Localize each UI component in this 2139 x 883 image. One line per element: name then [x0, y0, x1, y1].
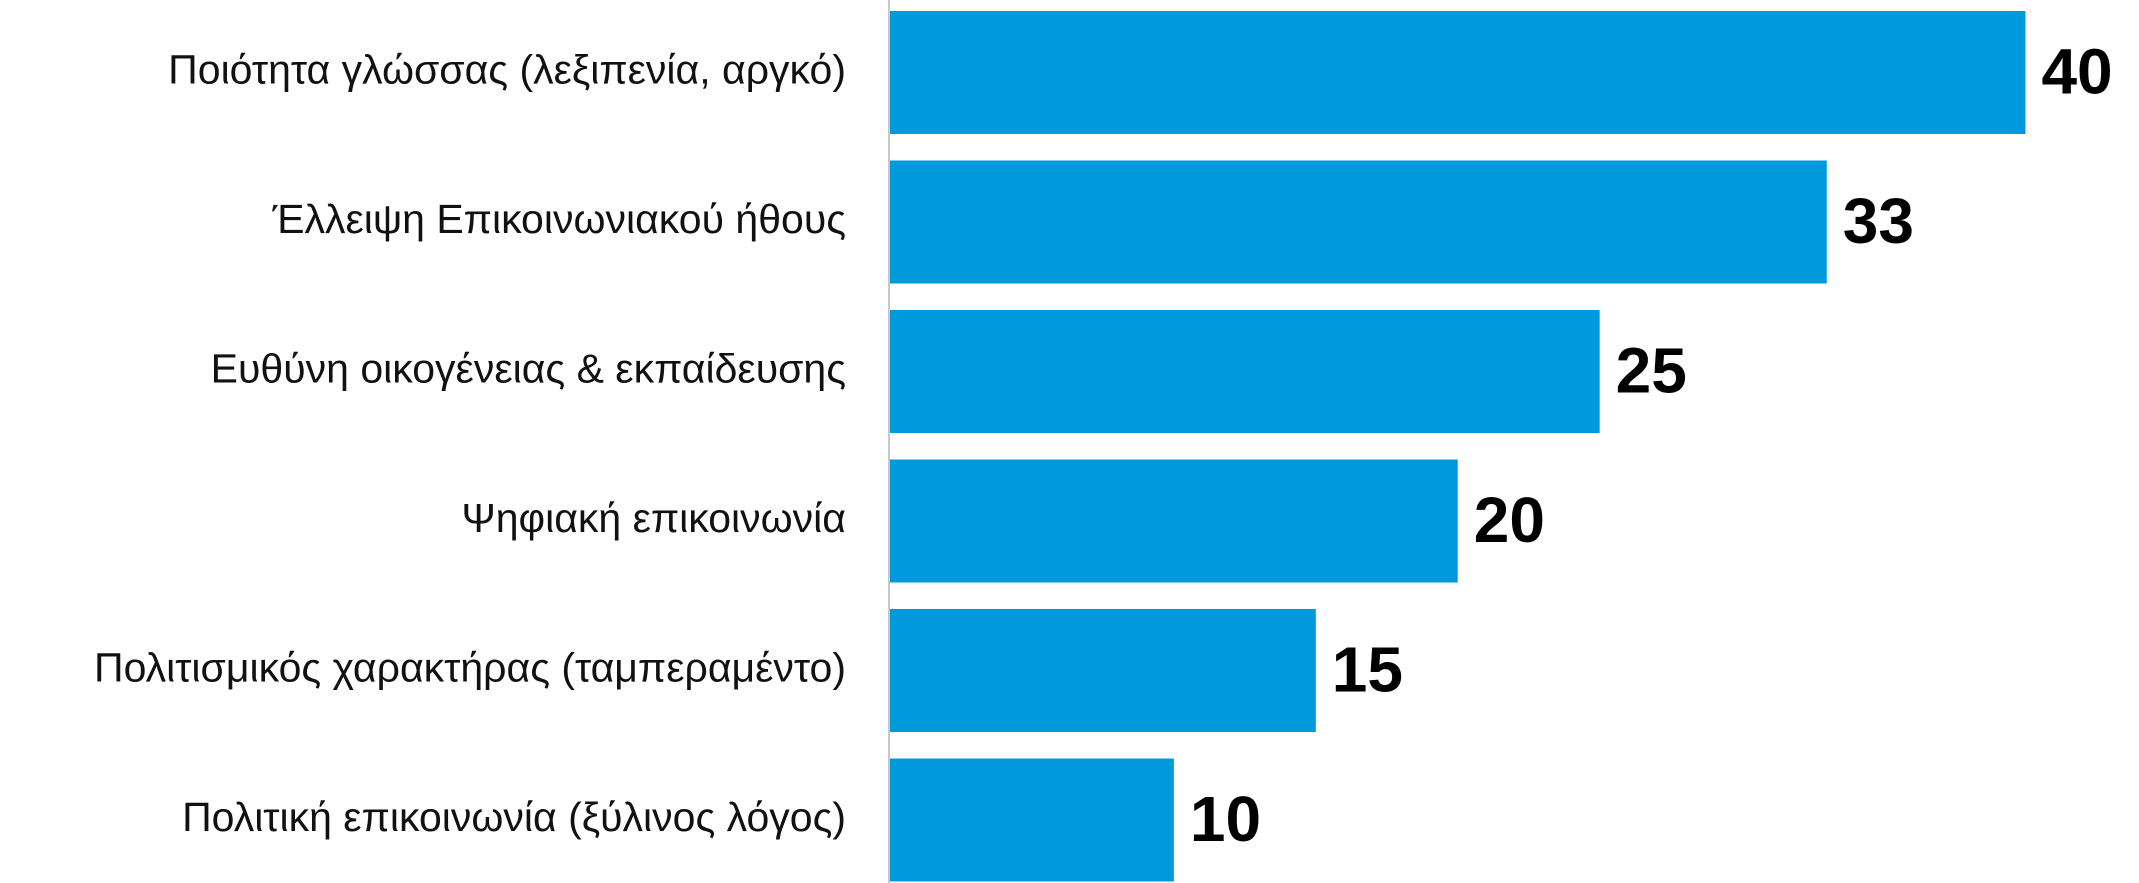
bar: [890, 758, 1174, 882]
value-label: 15: [1332, 633, 1403, 705]
category-label: Πολιτική επικοινωνία (ξύλινος λόγος): [182, 794, 846, 840]
bar: [890, 609, 1316, 732]
value-label: 20: [1474, 484, 1545, 556]
category-label: Έλλειψη Επικοινωνιακού ήθους: [271, 196, 846, 242]
category-label: Πολιτισμικός χαρακτήρας (ταμπεραμέντο): [94, 644, 846, 690]
bar: [890, 160, 1827, 284]
value-label: 25: [1616, 334, 1687, 406]
category-label: Ψηφιακή επικοινωνία: [461, 495, 846, 541]
category-label: Ποιότητα γλώσσας (λεξιπενία, αργκό): [168, 46, 846, 92]
bar: [890, 11, 2026, 134]
bar: [890, 459, 1458, 583]
category-label: Ευθύνη οικογένειας & εκπαίδευσης: [211, 345, 846, 391]
bar: [890, 310, 1600, 433]
value-label: 40: [2041, 35, 2112, 107]
value-label: 10: [1190, 783, 1261, 855]
value-label: 33: [1843, 185, 1914, 257]
